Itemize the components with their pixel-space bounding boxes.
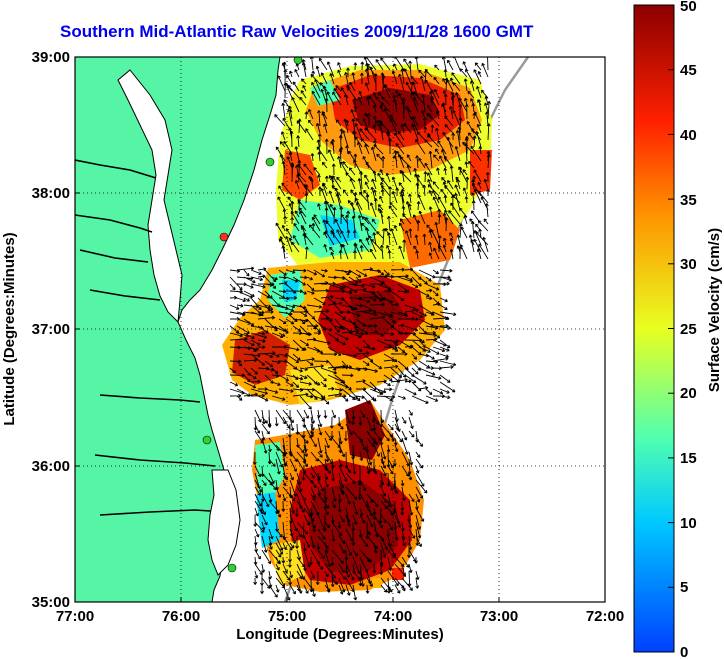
station-marker xyxy=(265,157,275,167)
vector-arrows xyxy=(229,57,491,601)
velocity-field-middle xyxy=(222,262,445,405)
map-grid xyxy=(75,57,605,602)
station-marker xyxy=(293,57,303,65)
velocity-vectors xyxy=(229,57,491,601)
x-tick-label: 73:00 xyxy=(480,608,518,625)
colorbar-tick-label: 5 xyxy=(680,579,688,596)
x-axis-label: Longitude (Degrees:Minutes) xyxy=(236,626,444,643)
y-axis-label: Latitude (Degrees:Minutes) xyxy=(1,232,18,425)
colorbar-tick-label: 25 xyxy=(680,321,697,338)
colorbar-scale xyxy=(633,4,675,653)
station-marker xyxy=(227,563,237,573)
y-tick-label: 35:00 xyxy=(32,594,70,611)
x-tick-label: 76:00 xyxy=(162,608,200,625)
y-tick-label: 38:00 xyxy=(32,185,70,202)
y-tick-label: 36:00 xyxy=(32,458,70,475)
colorbar-ticks xyxy=(668,4,674,653)
colorbar-tick-label: 45 xyxy=(680,62,697,79)
x-tick-label: 75:00 xyxy=(268,608,306,625)
colorbar-tick-label: 30 xyxy=(680,256,697,273)
x-tick-label: 77:00 xyxy=(56,608,94,625)
x-tick-label: 74:00 xyxy=(374,608,412,625)
x-tick-label: 72:00 xyxy=(586,608,624,625)
map-axes: 77:00 76:00 75:00 74:00 73:00 72:00 39:0… xyxy=(1,49,624,643)
bay-tributaries xyxy=(75,159,226,516)
colorbar-tick-label: 0 xyxy=(680,644,688,659)
colorbar: 50 45 40 35 30 25 20 15 10 5 0 Surface V… xyxy=(633,0,723,659)
map-title: Southern Mid-Atlantic Raw Velocities 200… xyxy=(60,22,534,41)
colorbar-tick-label: 50 xyxy=(680,0,697,15)
y-tick-label: 39:00 xyxy=(32,49,70,66)
colorbar-tick-label: 15 xyxy=(680,450,697,467)
station-marker xyxy=(202,435,212,445)
chesapeake-bay xyxy=(117,69,183,324)
y-tick-label: 37:00 xyxy=(32,321,70,338)
tick-marks xyxy=(74,56,606,603)
radar-stations xyxy=(202,57,303,573)
colorbar-tick-label: 40 xyxy=(680,127,697,144)
pamlico-sound xyxy=(207,469,241,576)
station-marker xyxy=(219,232,229,242)
colorbar-label: Surface Velocity (cm/s) xyxy=(706,228,723,392)
colorbar-tick-label: 20 xyxy=(680,385,697,402)
colorbar-tick-label: 10 xyxy=(680,515,697,532)
colorbar-tick-label: 35 xyxy=(680,192,697,209)
